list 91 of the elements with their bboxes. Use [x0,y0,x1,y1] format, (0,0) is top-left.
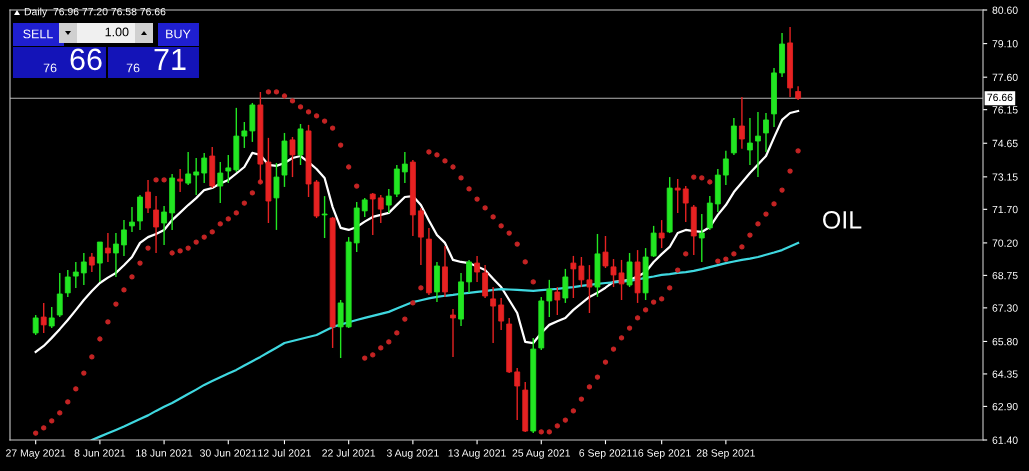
x-tick-label: 25 Aug 2021 [512,449,571,459]
candlestick [674,178,681,214]
candlestick [722,150,729,186]
candlestick [241,121,248,149]
annotation: 76 [43,63,57,73]
candlestick [514,367,521,421]
candlestick [161,205,167,246]
candlestick [321,195,328,239]
y-tick-label: 64.35 [992,370,1018,378]
candlestick [273,162,280,231]
candlestick [466,259,472,294]
x-tick-label: 13 Aug 2021 [448,449,506,459]
candlestick [201,152,208,184]
candlestick [32,314,39,336]
x-tick-label: 28 Sep 2021 [696,449,755,459]
chart-title: Daily 76.96 77.20 76.58 76.66 [24,7,166,18]
y-tick-label: 77.60 [992,73,1018,82]
candlestick [64,269,71,298]
annotation: 71 [154,48,186,70]
candlestick [498,297,505,331]
x-tick-label: 16 Sep 2021 [632,449,691,459]
candlestick [361,197,368,218]
candlestick [153,195,159,254]
y-tick-label: 76.15 [992,106,1018,114]
candlestick [450,308,456,358]
candlestick [401,151,408,184]
x-tick-label: 30 Jun 2021 [200,449,257,457]
y-tick-label: 73.15 [992,173,1018,181]
ref-line-label: 76.66 [987,93,1013,102]
y-tick-label: 62.90 [992,402,1018,411]
candlestick [289,136,296,178]
candlestick [121,219,127,257]
annotation: 66 [70,48,102,71]
y-tick-label: 71.70 [992,205,1018,214]
y-tick-label: 79.10 [992,40,1018,48]
x-tick-label: 22 Jul 2021 [322,449,376,457]
line-series [90,241,800,440]
candlestick [137,194,143,231]
y-tick-label: 80.60 [992,6,1018,14]
candlestick [554,286,561,316]
candlestick [698,213,705,263]
candlestick [105,232,111,263]
candlestick [113,232,119,278]
candlestick [546,279,553,318]
y-tick-label: 70.20 [992,239,1018,247]
x-tick-label: 3 Aug 2021 [386,449,439,459]
candlestick [763,112,769,153]
candlestick [225,154,232,184]
candlestick [385,188,392,214]
y-tick-label: 65.80 [992,337,1018,346]
y-tick-label: 67.30 [992,304,1018,312]
x-tick-label: 18 Jun 2021 [136,449,193,457]
candlestick [337,299,344,359]
candlestick [145,179,151,214]
y-tick-label: 61.40 [992,436,1018,444]
candlestick [129,206,135,233]
candlestick [88,252,95,273]
candlestick [72,261,79,289]
text: OIL [823,211,862,229]
annotation: SELL [23,29,53,39]
candlestick [48,306,55,329]
candlestick [562,268,569,304]
candlestick [96,241,103,283]
line-series [34,109,800,354]
candlestick [56,272,63,318]
x-tick-label: 27 May 2021 [6,449,66,459]
candlestick [658,219,665,249]
annotation: 76 [126,63,140,73]
annotation: 1.00 [105,27,129,37]
candlestick [369,192,376,236]
candlestick [377,194,384,224]
candlestick [185,151,192,186]
candlestick [177,168,184,193]
candlestick [490,286,497,344]
candlestick [217,161,224,204]
candlestick [626,252,633,288]
x-tick-label: 8 Jun 2021 [74,449,126,457]
candlestick [755,111,761,178]
candlestick [482,264,489,299]
candlestick [747,117,753,166]
x-tick-label: 6 Sep 2021 [579,449,632,459]
candlestick [474,255,480,283]
y-tick-label: 68.75 [992,271,1018,280]
x-tick-label: 12 Jul 2021 [258,449,311,457]
candlestick [40,302,47,334]
candlestick [193,157,200,196]
candlestick [739,96,745,150]
candlestick [80,252,87,286]
candlestick [682,185,689,223]
annotation: BUY [166,29,191,39]
y-tick-label: 74.65 [992,139,1018,148]
